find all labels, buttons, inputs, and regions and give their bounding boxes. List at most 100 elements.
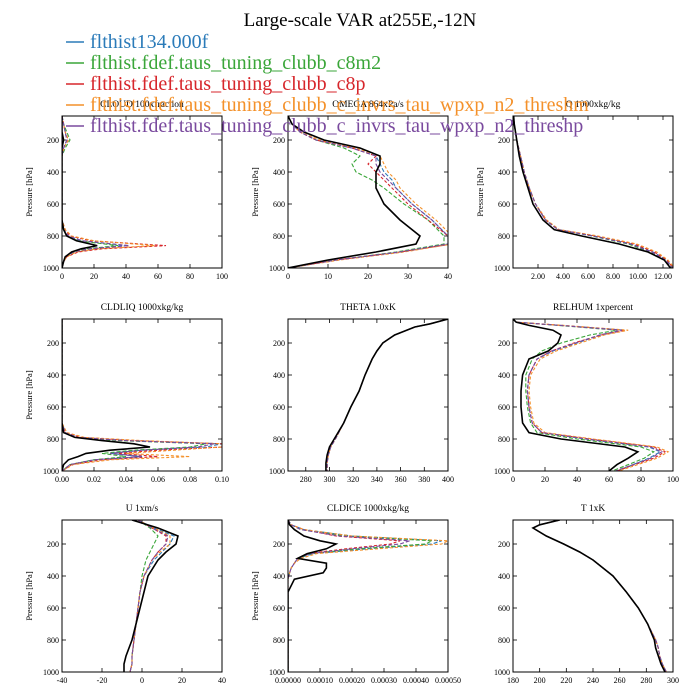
x-tick-label: 30 (404, 272, 412, 281)
series-line-4 (531, 520, 667, 672)
x-tick-label: 80 (186, 272, 194, 281)
y-tick-label: 600 (273, 604, 285, 613)
panel-frame (61, 318, 223, 472)
panel-title: OMEGA 864xPa/s (332, 100, 404, 110)
y-tick-label: 1000 (43, 467, 59, 476)
y-tick-label: 600 (273, 403, 285, 412)
x-tick-label: 240 (587, 676, 599, 685)
panel-frame (287, 115, 449, 269)
legend-label: flthist.fdef.taus_tuning_clubb_c_invrs_t… (90, 94, 589, 116)
series-group (531, 520, 667, 672)
panel-6: -40 -20 0 20 40 200 400 600 800 1000 U 1xm/s Pressu… (24, 504, 226, 685)
y-tick-label: 800 (273, 435, 285, 444)
series-line-5 (62, 319, 151, 471)
panel-title: RELHUM 1xpercent (553, 303, 633, 313)
y-tick-label: 800 (47, 636, 59, 645)
legend: flthist134.000f flthist.fdef.taus_tuning_… (66, 31, 589, 137)
x-tick-label: 0.00000 (275, 676, 301, 685)
panel-frame (61, 115, 223, 269)
panel-frame (512, 115, 674, 269)
y-tick-label: 400 (273, 168, 285, 177)
y-tick-label: 200 (498, 540, 510, 549)
x-tick-label: 280 (640, 676, 652, 685)
y-tick-label: 600 (47, 604, 59, 613)
panel-frame (512, 519, 674, 673)
panel-5: 0 20 40 60 80 100 200 400 600 800 1000 RELHUM 1xper… (494, 303, 679, 484)
series-line-1 (288, 520, 435, 672)
x-tick-label: 10.00 (629, 272, 647, 281)
series-line-0 (513, 319, 662, 471)
series-line-1 (326, 319, 448, 471)
x-tick-label: 10 (324, 272, 332, 281)
series-line-4 (288, 520, 410, 672)
y-tick-label: 1000 (269, 264, 285, 273)
panel-7: 0.00000 0.00010 0.00020 0.00030 0.00040 0.000… (250, 504, 461, 685)
y-tick-label: 200 (498, 136, 510, 145)
panel-frame (287, 318, 449, 472)
series-group (62, 319, 222, 471)
y-tick-label: 400 (273, 371, 285, 380)
x-tick-label: -40 (57, 676, 68, 685)
series-line-4 (288, 116, 448, 268)
y-tick-label: 200 (273, 540, 285, 549)
y-tick-label: 200 (273, 339, 285, 348)
x-tick-label: 80 (637, 475, 645, 484)
x-tick-label: 0.02 (87, 475, 101, 484)
y-tick-label: 200 (498, 339, 510, 348)
y-tick-label: 1000 (494, 264, 510, 273)
series-line-1 (531, 520, 667, 672)
panel-1: 0 10 20 30 40 200 400 600 800 1000 OMEGA 864xPa/s P… (250, 100, 452, 281)
y-tick-label: 400 (47, 572, 59, 581)
series-line-0 (326, 319, 448, 471)
series-line-0 (129, 520, 175, 672)
series-line-4 (513, 116, 673, 268)
y-tick-label: 600 (498, 604, 510, 613)
y-tick-label: 800 (273, 636, 285, 645)
y-axis-label: Pressure [hPa] (24, 571, 34, 621)
series-line-2 (513, 116, 673, 268)
panel-title: T 1xK (581, 504, 606, 514)
x-tick-label: 2.00 (531, 272, 545, 281)
y-tick-label: 1000 (494, 467, 510, 476)
panel-title: Q 1000xkg/kg (566, 100, 621, 110)
x-tick-label: 60 (154, 272, 162, 281)
panel-2: 2.00 4.00 6.00 8.00 10.00 12.00 200 400 600 800 10… (475, 100, 674, 281)
y-tick-label: 800 (498, 435, 510, 444)
x-tick-label: 0.00020 (339, 676, 365, 685)
x-tick-label: 300 (667, 676, 679, 685)
series-line-5 (288, 520, 339, 672)
y-tick-label: 1000 (43, 668, 59, 677)
x-tick-label: 180 (507, 676, 519, 685)
x-tick-label: 12.00 (654, 272, 672, 281)
x-tick-label: 8.00 (606, 272, 620, 281)
x-tick-label: 0 (511, 475, 515, 484)
x-tick-label: 60 (605, 475, 613, 484)
series-line-2 (129, 520, 167, 672)
x-tick-label: 280 (300, 475, 312, 484)
x-tick-label: 220 (560, 676, 572, 685)
y-tick-label: 800 (498, 636, 510, 645)
y-tick-label: 400 (498, 168, 510, 177)
y-axis-label: Pressure [hPa] (250, 571, 260, 621)
panel-8: 180 200 220 240 260 280 300 200 400 600 800 1000 T 1… (494, 504, 679, 685)
y-tick-label: 1000 (494, 668, 510, 677)
series-line-1 (288, 116, 445, 268)
x-tick-label: 0.06 (151, 475, 165, 484)
series-line-3 (513, 319, 670, 471)
series-line-1 (129, 520, 159, 672)
series-line-3 (531, 520, 667, 672)
y-tick-label: 400 (273, 572, 285, 581)
x-tick-label: 40 (444, 272, 452, 281)
x-tick-label: 0 (140, 676, 144, 685)
legend-label: flthist134.000f (90, 31, 209, 53)
series-line-2 (288, 520, 401, 672)
y-tick-label: 800 (47, 435, 59, 444)
panel-title: CLDICE 1000xkg/kg (327, 504, 409, 514)
panel-title: THETA 1.0xK (340, 303, 396, 313)
y-tick-label: 1000 (269, 668, 285, 677)
x-tick-label: 20 (364, 272, 372, 281)
x-tick-label: 40 (573, 475, 581, 484)
y-axis-label: Pressure [hPa] (250, 167, 260, 217)
